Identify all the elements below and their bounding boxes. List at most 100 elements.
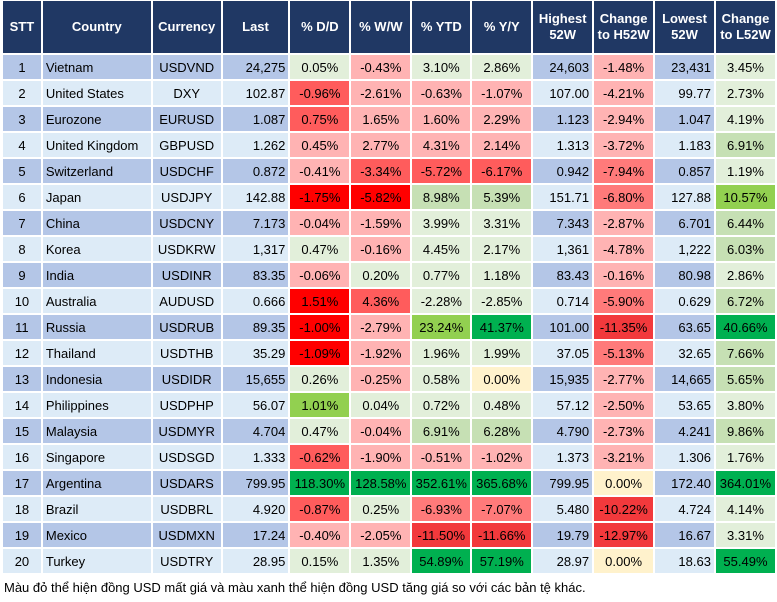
cell-dd: -0.96%	[290, 81, 350, 105]
header-stt[interactable]: STT	[3, 1, 41, 53]
cell-ch52: -3.21%	[594, 445, 654, 469]
cell-cl52: 1.76%	[715, 445, 775, 469]
cell-last: 7.173	[222, 211, 289, 235]
cell-ytd: 0.72%	[412, 393, 471, 417]
caption-note: Màu đỏ thể hiện đồng USD mất giá và màu …	[4, 580, 586, 595]
cell-cl52: 9.86%	[715, 419, 775, 443]
table-row: 1 Vietnam USDVND 24,275 0.05% -0.43% 3.10% 2.86…	[3, 55, 775, 79]
cell-stt: 7	[3, 211, 41, 235]
cell-country: Thailand	[42, 341, 151, 365]
cell-l52: 14,665	[655, 367, 714, 391]
cell-country: United Kingdom	[42, 133, 151, 157]
cell-cl52: 364.01%	[715, 471, 775, 495]
cell-cl52: 2.86%	[715, 263, 775, 287]
header-last[interactable]: Last	[222, 1, 289, 53]
header-ww[interactable]: % W/W	[351, 1, 411, 53]
cell-dd: -0.87%	[290, 497, 350, 521]
cell-last: 1.087	[222, 107, 289, 131]
cell-stt: 11	[3, 315, 41, 339]
cell-cl52: 6.44%	[715, 211, 775, 235]
cell-l52: 127.88	[655, 185, 714, 209]
cell-currency: USDMXN	[152, 523, 221, 547]
cell-cl52: 6.91%	[715, 133, 775, 157]
cell-ytd: -6.93%	[412, 497, 471, 521]
header-high52[interactable]: Highest 52W	[533, 1, 593, 53]
cell-yy: 57.19%	[472, 549, 532, 573]
cell-yy: -11.66%	[472, 523, 532, 547]
cell-ytd: -0.51%	[412, 445, 471, 469]
cell-ch52: -1.48%	[594, 55, 654, 79]
cell-last: 28.95	[222, 549, 289, 573]
cell-yy: -1.02%	[472, 445, 532, 469]
cell-cl52: 5.65%	[715, 367, 775, 391]
cell-yy: -6.17%	[472, 159, 532, 183]
cell-country: India	[42, 263, 151, 287]
cell-h52: 107.00	[533, 81, 593, 105]
header-currency[interactable]: Currency	[152, 1, 221, 53]
cell-dd: -0.04%	[290, 211, 350, 235]
cell-cl52: 3.31%	[715, 523, 775, 547]
cell-stt: 19	[3, 523, 41, 547]
table-row: 11 Russia USDRUB 89.35 -1.00% -2.79% 23.24% 41.…	[3, 315, 775, 339]
table-row: 4 United Kingdom GBPUSD 1.262 0.45% 2.77% 4.31…	[3, 133, 775, 157]
cell-l52: 32.65	[655, 341, 714, 365]
cell-l52: 23,431	[655, 55, 714, 79]
cell-ww: -1.92%	[351, 341, 411, 365]
cell-h52: 5.480	[533, 497, 593, 521]
cell-h52: 1.313	[533, 133, 593, 157]
cell-l52: 18.63	[655, 549, 714, 573]
header-country[interactable]: Country	[42, 1, 151, 53]
cell-ytd: 1.96%	[412, 341, 471, 365]
cell-ytd: 0.77%	[412, 263, 471, 287]
cell-dd: 0.26%	[290, 367, 350, 391]
cell-ww: -2.05%	[351, 523, 411, 547]
header-ytd[interactable]: % YTD	[412, 1, 471, 53]
cell-yy: 41.37%	[472, 315, 532, 339]
cell-yy: -1.07%	[472, 81, 532, 105]
cell-last: 4.704	[222, 419, 289, 443]
table-row: 2 United States DXY 102.87 -0.96% -2.61% -0.63…	[3, 81, 775, 105]
cell-cl52: 2.73%	[715, 81, 775, 105]
cell-country: China	[42, 211, 151, 235]
cell-ww: -0.43%	[351, 55, 411, 79]
table-row: 17 Argentina USDARS 799.95 118.30% 128.58% 352…	[3, 471, 775, 495]
cell-ytd: -11.50%	[412, 523, 471, 547]
header-change-l52[interactable]: Change to L52W	[715, 1, 775, 53]
header-change-h52[interactable]: Change to H52W	[594, 1, 654, 53]
cell-country: Japan	[42, 185, 151, 209]
cell-stt: 9	[3, 263, 41, 287]
cell-dd: -0.06%	[290, 263, 350, 287]
cell-last: 0.666	[222, 289, 289, 313]
cell-ytd: 1.60%	[412, 107, 471, 131]
cell-last: 35.29	[222, 341, 289, 365]
cell-l52: 0.629	[655, 289, 714, 313]
cell-h52: 101.00	[533, 315, 593, 339]
cell-stt: 12	[3, 341, 41, 365]
cell-h52: 83.43	[533, 263, 593, 287]
header-low52[interactable]: Lowest 52W	[655, 1, 714, 53]
cell-h52: 37.05	[533, 341, 593, 365]
cell-l52: 16.67	[655, 523, 714, 547]
header-yy[interactable]: % Y/Y	[472, 1, 532, 53]
cell-dd: 0.45%	[290, 133, 350, 157]
header-dd[interactable]: % D/D	[290, 1, 350, 53]
cell-l52: 1.183	[655, 133, 714, 157]
cell-l52: 1.306	[655, 445, 714, 469]
cell-ch52: -5.13%	[594, 341, 654, 365]
table-row: 16 Singapore USDSGD 1.333 -0.62% -1.90% -0.51%…	[3, 445, 775, 469]
cell-l52: 4.241	[655, 419, 714, 443]
cell-country: Australia	[42, 289, 151, 313]
cell-h52: 0.942	[533, 159, 593, 183]
cell-l52: 172.40	[655, 471, 714, 495]
cell-ytd: 3.10%	[412, 55, 471, 79]
cell-country: Brazil	[42, 497, 151, 521]
cell-currency: USDVND	[152, 55, 221, 79]
cell-last: 15,655	[222, 367, 289, 391]
cell-ww: -1.59%	[351, 211, 411, 235]
cell-currency: USDIDR	[152, 367, 221, 391]
cell-dd: -1.00%	[290, 315, 350, 339]
cell-country: Eurozone	[42, 107, 151, 131]
cell-last: 102.87	[222, 81, 289, 105]
cell-currency: USDRUB	[152, 315, 221, 339]
table-row: 20 Turkey USDTRY 28.95 0.15% 1.35% 54.89% 57.19…	[3, 549, 775, 573]
